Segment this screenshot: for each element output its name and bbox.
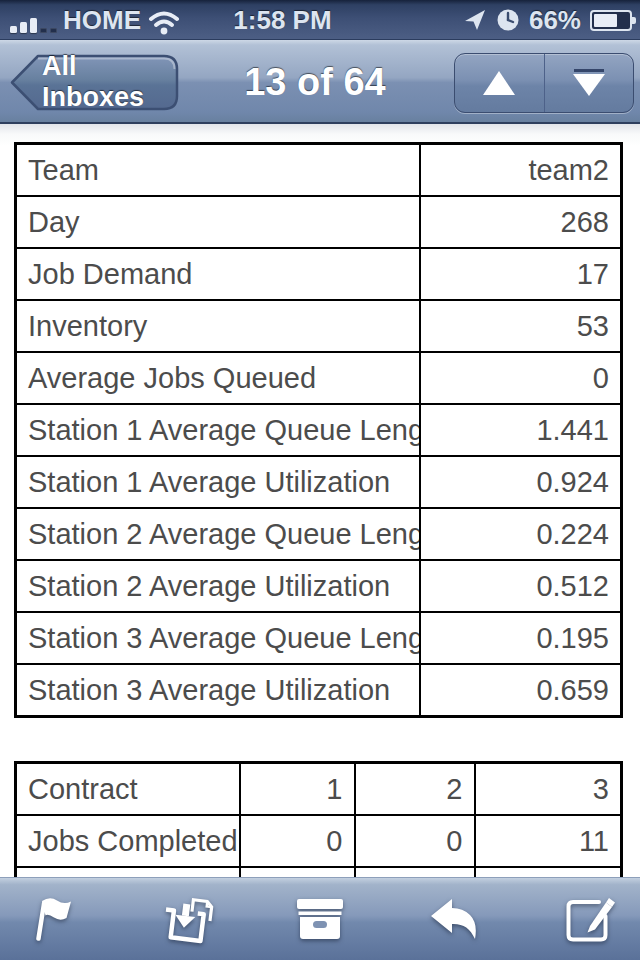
table-row: Team team2 — [16, 144, 622, 197]
reply-button[interactable] — [420, 889, 490, 949]
battery-percent-label: 66% — [529, 5, 581, 36]
header-cell: 2 — [355, 763, 475, 816]
row-value: 0.659 — [420, 664, 622, 717]
table-row: Day 268 — [16, 196, 622, 248]
row-value: 11 — [475, 815, 622, 867]
move-to-folder-button[interactable] — [151, 889, 221, 949]
row-value: 0.512 — [420, 560, 622, 612]
compose-icon — [563, 894, 615, 944]
row-value: 0 — [355, 815, 475, 867]
row-label: Station 1 Average Utilization — [16, 456, 420, 508]
clock-icon — [496, 8, 520, 32]
battery-icon — [590, 10, 632, 31]
location-arrow-icon — [463, 8, 487, 32]
archive-button[interactable] — [285, 889, 355, 949]
row-value: 0 — [420, 352, 622, 404]
mail-toolbar — [0, 877, 640, 960]
row-label: Station 2 Average Queue Length — [16, 508, 420, 560]
contracts-table: Contract 1 2 3 Jobs Completed 0 0 11 — [14, 761, 623, 877]
down-triangle-icon — [572, 69, 606, 97]
next-message-button[interactable] — [544, 54, 634, 112]
table-row: Station 3 Average Queue Length 0.195 — [16, 612, 622, 664]
row-label: Station 2 Average Utilization — [16, 560, 420, 612]
row-value: 0.195 — [420, 612, 622, 664]
status-bar: HOME 1:58 PM — [0, 0, 640, 40]
up-triangle-icon — [482, 70, 516, 96]
row-label: Team — [16, 144, 420, 197]
message-counter-title: 13 of 64 — [190, 40, 440, 124]
table-row: Station 2 Average Queue Length 0.224 — [16, 508, 622, 560]
prev-next-control — [454, 53, 634, 113]
row-value: 0.224 — [420, 508, 622, 560]
table-row: Inventory 53 — [16, 300, 622, 352]
header-cell: Contract — [16, 763, 240, 816]
row-value: team2 — [420, 144, 622, 197]
row-label: Station 3 Average Utilization — [16, 664, 420, 717]
message-body-scroll-area[interactable]: Team team2 Day 268 Job Demand 17 Invento… — [0, 124, 640, 877]
flag-button[interactable] — [16, 889, 86, 949]
table-row: Contract 1 2 3 — [16, 763, 622, 816]
row-value: 17 — [420, 248, 622, 300]
row-value: 0 — [240, 815, 355, 867]
table-row-partial — [16, 867, 622, 877]
row-label: Day — [16, 196, 420, 248]
flag-icon — [28, 894, 74, 944]
row-label: Station 3 Average Queue Length — [16, 612, 420, 664]
move-to-folder-icon — [157, 894, 215, 944]
table-row: Jobs Completed 0 0 11 — [16, 815, 622, 867]
header-cell: 3 — [475, 763, 622, 816]
compose-button[interactable] — [554, 889, 624, 949]
table-row: Station 1 Average Utilization 0.924 — [16, 456, 622, 508]
row-value: 1.441 — [420, 404, 622, 456]
previous-message-button[interactable] — [455, 54, 544, 112]
table-row: Station 1 Average Queue Length 1.441 — [16, 404, 622, 456]
table-row: Job Demand 17 — [16, 248, 622, 300]
back-button-all-inboxes[interactable]: All Inboxes — [8, 54, 180, 112]
row-label: Job Demand — [16, 248, 420, 300]
simulation-summary-table: Team team2 Day 268 Job Demand 17 Invento… — [14, 142, 623, 718]
table-row: Station 3 Average Utilization 0.659 — [16, 664, 622, 717]
table-row: Station 2 Average Utilization 0.512 — [16, 560, 622, 612]
header-cell: 1 — [240, 763, 355, 816]
row-label: Station 1 Average Queue Length — [16, 404, 420, 456]
mail-nav-bar: All Inboxes 13 of 64 — [0, 40, 640, 124]
table-row: Average Jobs Queued 0 — [16, 352, 622, 404]
row-value: 0.924 — [420, 456, 622, 508]
row-value: 268 — [420, 196, 622, 248]
reply-arrow-icon — [428, 896, 482, 942]
back-button-label: All Inboxes — [42, 54, 174, 110]
row-value: 53 — [420, 300, 622, 352]
row-label: Jobs Completed — [16, 815, 240, 867]
archive-box-icon — [293, 896, 347, 942]
row-label: Average Jobs Queued — [16, 352, 420, 404]
row-label: Inventory — [16, 300, 420, 352]
